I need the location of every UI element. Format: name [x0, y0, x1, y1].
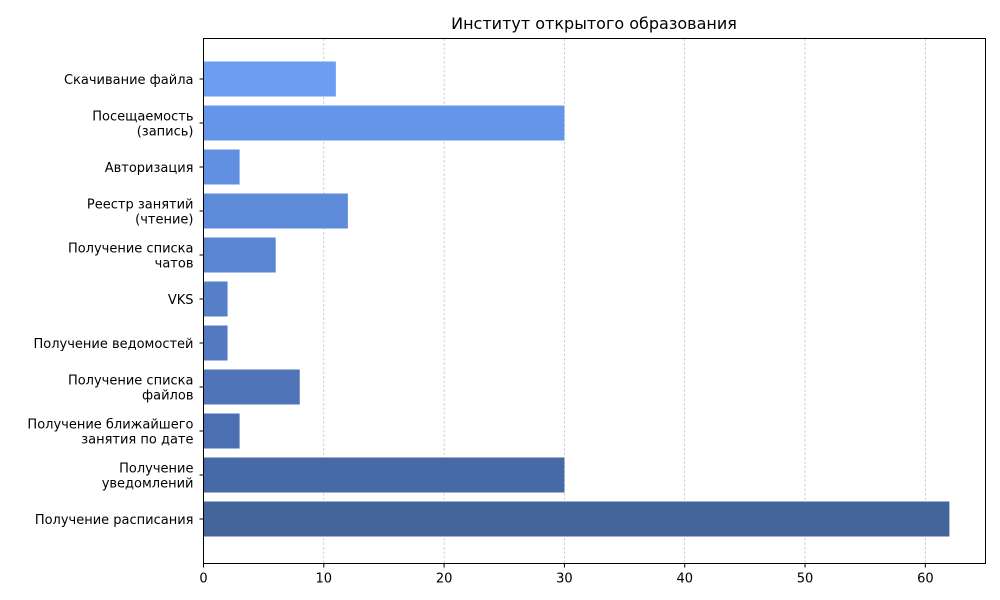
y-tick-label-line: Получение расписания — [35, 513, 194, 528]
bar — [203, 193, 348, 229]
y-tick-label-line: Получение списка — [68, 242, 194, 257]
y-tick-label-line: Авторизация — [105, 161, 194, 176]
y-tick-label-line: (чтение) — [135, 213, 193, 228]
bar — [203, 413, 240, 449]
bar — [203, 501, 950, 537]
x-axis: 0 10 20 30 40 50 60 — [199, 563, 934, 587]
bar — [203, 149, 240, 185]
x-tick-label: 0 — [199, 572, 207, 587]
y-tick-label: Получение ведомостей — [33, 337, 193, 352]
y-tick-label: Авторизация — [105, 161, 194, 176]
y-tick-label-line: Скачивание файла — [64, 73, 194, 88]
y-tick-label-line: уведомлений — [102, 477, 194, 492]
bar — [203, 61, 336, 97]
x-tick-label: 60 — [917, 572, 934, 587]
bar — [203, 369, 300, 405]
y-tick-label-line: занятия по дате — [81, 433, 193, 448]
chart-title: Институт открытого образования — [451, 14, 737, 33]
y-tick-label-line: Получение ведомостей — [33, 337, 193, 352]
y-tick-label: Получение списка чатов — [68, 242, 194, 272]
bar — [203, 325, 228, 361]
y-tick-label: Получение списка файлов — [68, 374, 194, 404]
y-tick-label-line: (запись) — [137, 125, 194, 140]
y-tick-label-line: Получение списка — [68, 374, 194, 389]
x-tick-label: 40 — [676, 572, 693, 587]
y-tick-label: Скачивание файла — [64, 73, 194, 88]
y-tick-label: Получение ближайшего занятия по дате — [27, 418, 193, 448]
y-tick-label-line: Получение ближайшего — [27, 418, 193, 433]
y-tick-label: Посещаемость (запись) — [92, 110, 193, 140]
y-tick-label-line: Получение — [119, 462, 193, 477]
plot-frame — [203, 38, 986, 564]
y-tick-label: Реестр занятий (чтение) — [87, 198, 194, 228]
bar — [203, 105, 565, 141]
y-axis: Скачивание файла Посещаемость (запись) Авто… — [27, 73, 204, 528]
bar — [203, 457, 565, 493]
x-tick-label: 50 — [797, 572, 814, 587]
y-tick-label-line: файлов — [142, 389, 193, 404]
y-tick-label-line: Посещаемость — [92, 110, 193, 125]
y-tick-label-line: Реестр занятий — [87, 198, 194, 213]
x-tick-label: 10 — [316, 572, 333, 587]
y-tick-label-line: чатов — [155, 257, 194, 272]
y-tick-label: Получение уведомлений — [102, 462, 194, 492]
x-tick-label: 20 — [436, 572, 453, 587]
y-tick-label: VKS — [168, 293, 194, 308]
x-tick-label: 30 — [556, 572, 573, 587]
bar — [203, 237, 276, 273]
y-tick-label-line: VKS — [168, 293, 194, 308]
y-tick-label: Получение расписания — [35, 513, 194, 528]
bar — [203, 281, 228, 317]
bars — [203, 61, 950, 537]
